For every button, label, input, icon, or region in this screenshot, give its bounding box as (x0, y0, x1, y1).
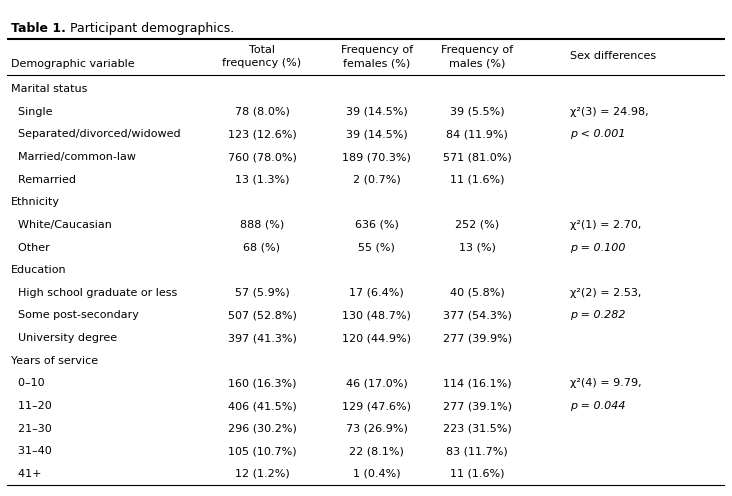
Text: 40 (5.8%): 40 (5.8%) (450, 288, 504, 298)
Text: 68 (%): 68 (%) (244, 243, 280, 252)
Text: 11 (1.6%): 11 (1.6%) (450, 469, 504, 479)
Text: 17 (6.4%): 17 (6.4%) (349, 288, 404, 298)
Text: 2 (0.7%): 2 (0.7%) (353, 175, 400, 185)
Text: Separated/divorced/widowed: Separated/divorced/widowed (11, 129, 181, 139)
Text: 296 (30.2%): 296 (30.2%) (228, 424, 296, 434)
Text: p < 0.001: p < 0.001 (570, 129, 626, 139)
Text: Ethnicity: Ethnicity (11, 197, 60, 207)
Text: Marital status: Marital status (11, 84, 87, 94)
Text: χ²(3) = 24.98,: χ²(3) = 24.98, (570, 107, 649, 117)
Text: 84 (11.9%): 84 (11.9%) (447, 129, 508, 139)
Text: 11 (1.6%): 11 (1.6%) (450, 175, 504, 185)
Text: 377 (54.3%): 377 (54.3%) (443, 310, 512, 320)
Text: 0–10: 0–10 (11, 378, 45, 388)
Text: University degree: University degree (11, 333, 117, 343)
Text: 252 (%): 252 (%) (455, 220, 499, 230)
Text: 129 (47.6%): 129 (47.6%) (343, 401, 411, 411)
Text: 120 (44.9%): 120 (44.9%) (343, 333, 411, 343)
Text: 13 (1.3%): 13 (1.3%) (235, 175, 289, 185)
Text: 105 (10.7%): 105 (10.7%) (228, 446, 296, 456)
Text: 31–40: 31–40 (11, 446, 52, 456)
Text: 13 (%): 13 (%) (459, 243, 496, 252)
Text: 277 (39.1%): 277 (39.1%) (443, 401, 512, 411)
Text: 130 (48.7%): 130 (48.7%) (343, 310, 411, 320)
Text: 760 (78.0%): 760 (78.0%) (228, 152, 296, 162)
Text: 571 (81.0%): 571 (81.0%) (443, 152, 512, 162)
Text: Other: Other (11, 243, 50, 252)
Text: 46 (17.0%): 46 (17.0%) (346, 378, 408, 388)
Text: Education: Education (11, 265, 67, 275)
Text: 636 (%): 636 (%) (355, 220, 399, 230)
Text: 73 (26.9%): 73 (26.9%) (346, 424, 408, 434)
Text: 406 (41.5%): 406 (41.5%) (228, 401, 296, 411)
Text: χ²(1) = 2.70,: χ²(1) = 2.70, (570, 220, 642, 230)
Text: 22 (8.1%): 22 (8.1%) (349, 446, 404, 456)
Text: 277 (39.9%): 277 (39.9%) (443, 333, 512, 343)
Text: Table 1.: Table 1. (11, 22, 66, 35)
Text: 11–20: 11–20 (11, 401, 52, 411)
Text: 78 (8.0%): 78 (8.0%) (234, 107, 289, 117)
Text: Remarried: Remarried (11, 175, 76, 185)
Text: 1 (0.4%): 1 (0.4%) (353, 469, 400, 479)
Text: Some post-secondary: Some post-secondary (11, 310, 139, 320)
Text: 39 (14.5%): 39 (14.5%) (346, 107, 408, 117)
Text: High school graduate or less: High school graduate or less (11, 288, 177, 298)
Text: Single: Single (11, 107, 53, 117)
Text: 55 (%): 55 (%) (359, 243, 395, 252)
Text: 160 (16.3%): 160 (16.3%) (228, 378, 296, 388)
Text: Years of service: Years of service (11, 356, 98, 366)
Text: χ²(2) = 2.53,: χ²(2) = 2.53, (570, 288, 642, 298)
Text: 189 (70.3%): 189 (70.3%) (343, 152, 411, 162)
Text: Sex differences: Sex differences (570, 52, 657, 62)
Text: Frequency of
males (%): Frequency of males (%) (441, 45, 513, 68)
Text: 397 (41.3%): 397 (41.3%) (228, 333, 296, 343)
Text: White/Caucasian: White/Caucasian (11, 220, 112, 230)
Text: p = 0.282: p = 0.282 (570, 310, 626, 320)
Text: p = 0.100: p = 0.100 (570, 243, 626, 252)
Text: Total
frequency (%): Total frequency (%) (223, 45, 302, 68)
Text: χ²(4) = 9.79,: χ²(4) = 9.79, (570, 378, 642, 388)
Text: 223 (31.5%): 223 (31.5%) (443, 424, 512, 434)
Text: 41+: 41+ (11, 469, 42, 479)
Text: 888 (%): 888 (%) (240, 220, 284, 230)
Text: Married/common-law: Married/common-law (11, 152, 136, 162)
Text: Frequency of
females (%): Frequency of females (%) (340, 45, 413, 68)
Text: 123 (12.6%): 123 (12.6%) (228, 129, 296, 139)
Text: p = 0.044: p = 0.044 (570, 401, 626, 411)
Text: Demographic variable: Demographic variable (11, 59, 135, 69)
Text: 21–30: 21–30 (11, 424, 52, 434)
Text: 39 (14.5%): 39 (14.5%) (346, 129, 408, 139)
Text: Participant demographics.: Participant demographics. (66, 22, 234, 35)
Text: 39 (5.5%): 39 (5.5%) (450, 107, 504, 117)
Text: 114 (16.1%): 114 (16.1%) (443, 378, 512, 388)
Text: 57 (5.9%): 57 (5.9%) (235, 288, 289, 298)
Text: 83 (11.7%): 83 (11.7%) (447, 446, 508, 456)
Text: 507 (52.8%): 507 (52.8%) (228, 310, 296, 320)
Text: 12 (1.2%): 12 (1.2%) (235, 469, 289, 479)
